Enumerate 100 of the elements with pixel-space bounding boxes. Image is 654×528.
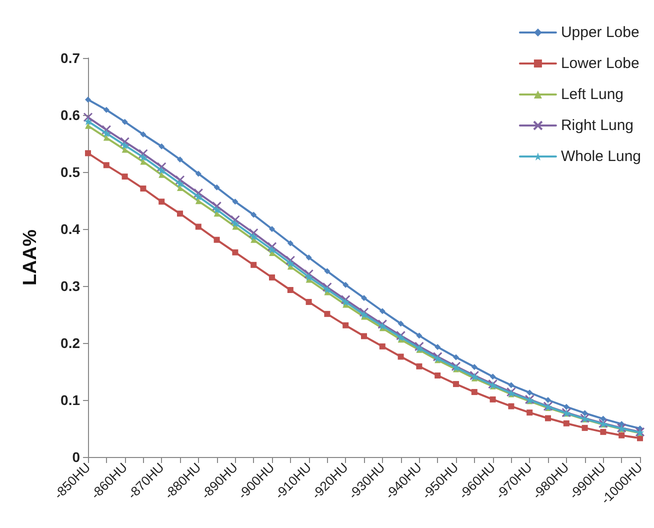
point [396, 330, 406, 340]
y-tick-label: 0 [72, 449, 80, 465]
point [194, 188, 204, 198]
point [84, 117, 92, 126]
point [232, 198, 238, 205]
point [195, 224, 202, 230]
point [304, 272, 313, 281]
point [158, 172, 165, 178]
point [83, 112, 93, 122]
point [122, 146, 128, 153]
point [248, 228, 258, 238]
point [453, 354, 459, 360]
point [268, 246, 276, 254]
point [158, 143, 165, 150]
point [138, 149, 148, 159]
legend-label: Left Lung [560, 86, 624, 103]
point [398, 354, 404, 360]
point [600, 416, 606, 422]
point [85, 96, 91, 103]
point [526, 410, 533, 416]
point [156, 162, 166, 172]
point [231, 219, 240, 228]
point [140, 131, 146, 138]
point [434, 344, 441, 350]
point [600, 428, 606, 435]
point [102, 129, 110, 138]
point [378, 319, 388, 329]
point [286, 259, 294, 268]
point [490, 374, 496, 380]
point [508, 382, 514, 388]
point [286, 256, 296, 266]
point [471, 389, 478, 396]
point [323, 285, 332, 294]
point [250, 232, 258, 240]
point [582, 410, 588, 416]
point [416, 332, 422, 339]
y-tick-label: 0.4 [60, 221, 80, 237]
point [139, 153, 148, 162]
y-tick-label: 0.1 [60, 392, 80, 408]
point [340, 294, 350, 304]
point [158, 198, 165, 205]
point [379, 343, 386, 350]
point [287, 286, 294, 293]
point [378, 322, 386, 330]
point [175, 175, 185, 185]
point [360, 310, 368, 318]
point [453, 381, 459, 388]
point [250, 212, 257, 218]
point [230, 215, 240, 225]
point [563, 404, 570, 410]
point [306, 254, 312, 260]
point [212, 201, 222, 211]
y-tick-label: 0.6 [60, 107, 80, 123]
point [194, 192, 202, 201]
point [471, 364, 478, 370]
point [324, 310, 330, 317]
point [177, 210, 183, 217]
point [212, 206, 221, 214]
point [140, 186, 146, 192]
y-tick-label: 0.7 [60, 50, 80, 66]
point [342, 282, 349, 288]
point [158, 166, 166, 174]
point [342, 322, 349, 328]
point [359, 307, 369, 317]
point [342, 298, 350, 306]
point [177, 156, 183, 162]
point [361, 333, 367, 340]
point [269, 226, 275, 232]
point [140, 158, 146, 165]
point [415, 344, 424, 352]
point [120, 141, 129, 150]
legend-label: Lower Lobe [560, 55, 640, 72]
point [526, 390, 533, 396]
point [103, 162, 110, 168]
legend-label: Right Lung [560, 117, 634, 134]
point [396, 333, 405, 342]
point [195, 170, 202, 177]
point [545, 397, 551, 403]
point [103, 134, 110, 141]
point [102, 125, 112, 135]
point [304, 269, 314, 279]
point [324, 268, 330, 274]
point [306, 298, 312, 305]
point [287, 240, 294, 246]
point [416, 363, 422, 370]
point [250, 262, 257, 268]
point [195, 198, 202, 204]
point [563, 420, 570, 426]
point [361, 294, 367, 301]
point [269, 274, 275, 280]
point [618, 432, 625, 438]
legend-label: Upper Lobe [560, 24, 640, 41]
point [545, 415, 551, 422]
point [582, 424, 588, 431]
point [434, 354, 442, 362]
point [398, 320, 404, 327]
point [508, 403, 514, 410]
y-axis-title: LAA% [20, 229, 41, 286]
point [322, 282, 332, 292]
point [232, 249, 238, 256]
